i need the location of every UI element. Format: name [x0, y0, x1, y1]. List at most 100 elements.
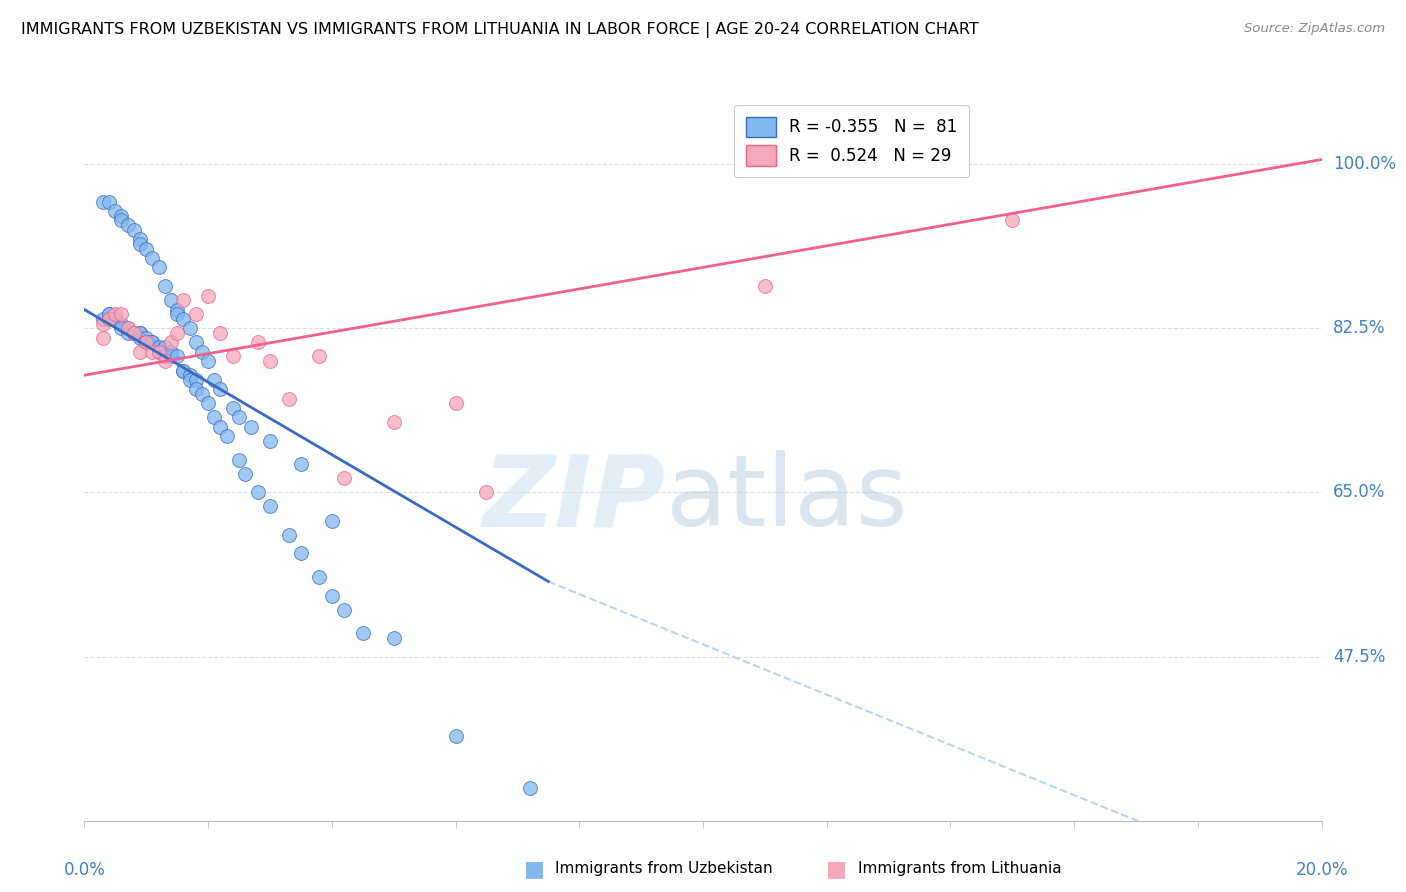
Point [110, 209, 132, 223]
Point [308, 570, 330, 584]
Point [197, 396, 219, 410]
Point [129, 326, 152, 340]
Point [98, 194, 121, 209]
Point [1001, 213, 1024, 227]
Text: IMMIGRANTS FROM UZBEKISTAN VS IMMIGRANTS FROM LITHUANIA IN LABOR FORCE | AGE 20-: IMMIGRANTS FROM UZBEKISTAN VS IMMIGRANTS… [21, 22, 979, 38]
Point [129, 232, 152, 246]
Point [444, 729, 467, 743]
Point [129, 331, 152, 345]
Text: 82.5%: 82.5% [1333, 319, 1385, 337]
Point [104, 204, 127, 219]
Point [122, 326, 145, 340]
Point [122, 326, 145, 340]
Point [259, 354, 281, 368]
Point [197, 354, 219, 368]
Point [202, 410, 225, 425]
Point [172, 363, 194, 377]
Point [148, 344, 170, 359]
Point [233, 467, 256, 481]
Point [172, 363, 194, 377]
Point [308, 350, 330, 364]
Point [202, 373, 225, 387]
Point [382, 415, 405, 429]
Point [166, 307, 188, 321]
Point [228, 410, 250, 425]
Point [117, 326, 139, 340]
Point [153, 340, 176, 354]
Point [259, 500, 281, 514]
Point [228, 452, 250, 467]
Point [172, 293, 194, 308]
Point [110, 317, 132, 331]
Point [277, 392, 299, 406]
Point [135, 335, 157, 350]
Point [129, 236, 152, 251]
Text: Immigrants from Lithuania: Immigrants from Lithuania [858, 862, 1062, 876]
Point [246, 485, 269, 500]
Point [184, 373, 207, 387]
Point [117, 321, 139, 335]
Point [215, 429, 238, 443]
Point [209, 419, 232, 434]
Point [141, 344, 163, 359]
Point [209, 326, 232, 340]
Text: 100.0%: 100.0% [1333, 155, 1396, 173]
Point [259, 434, 281, 448]
Point [160, 293, 183, 308]
Point [122, 326, 145, 340]
Point [172, 312, 194, 326]
Point [91, 331, 114, 345]
Point [209, 382, 232, 396]
Point [141, 251, 163, 265]
Point [179, 373, 201, 387]
Point [110, 321, 132, 335]
Point [352, 626, 374, 640]
Point [141, 335, 163, 350]
Point [184, 335, 207, 350]
Point [277, 527, 299, 541]
Point [166, 302, 188, 317]
Point [321, 514, 343, 528]
Text: ZIP: ZIP [482, 450, 666, 548]
Point [475, 485, 498, 500]
Point [444, 396, 467, 410]
Point [166, 350, 188, 364]
Text: 0.0%: 0.0% [63, 861, 105, 879]
Point [246, 335, 269, 350]
Point [135, 335, 157, 350]
Point [104, 307, 127, 321]
Text: 47.5%: 47.5% [1333, 648, 1385, 665]
Point [98, 307, 121, 321]
Legend: R = -0.355   N =  81, R =  0.524   N = 29: R = -0.355 N = 81, R = 0.524 N = 29 [734, 105, 969, 178]
Point [117, 321, 139, 335]
Text: Immigrants from Uzbekistan: Immigrants from Uzbekistan [555, 862, 773, 876]
Point [191, 344, 214, 359]
Point [148, 344, 170, 359]
Point [191, 387, 214, 401]
Point [290, 458, 312, 472]
Text: Source: ZipAtlas.com: Source: ZipAtlas.com [1244, 22, 1385, 36]
Point [129, 344, 152, 359]
Point [122, 223, 145, 237]
Text: ■: ■ [827, 859, 846, 879]
Y-axis label: In Labor Force | Age 20-24: In Labor Force | Age 20-24 [0, 354, 8, 556]
Point [222, 350, 245, 364]
Point [135, 331, 157, 345]
Point [382, 631, 405, 645]
Point [153, 279, 176, 293]
Point [333, 471, 356, 485]
Point [160, 344, 183, 359]
Text: ■: ■ [524, 859, 544, 879]
Point [98, 312, 121, 326]
Point [91, 194, 114, 209]
Point [519, 780, 541, 795]
Point [153, 350, 176, 364]
Point [110, 213, 132, 227]
Point [179, 368, 201, 383]
Point [166, 326, 188, 340]
Point [222, 401, 245, 415]
Point [135, 335, 157, 350]
Text: 20.0%: 20.0% [1295, 861, 1348, 879]
Point [98, 307, 121, 321]
Point [153, 354, 176, 368]
